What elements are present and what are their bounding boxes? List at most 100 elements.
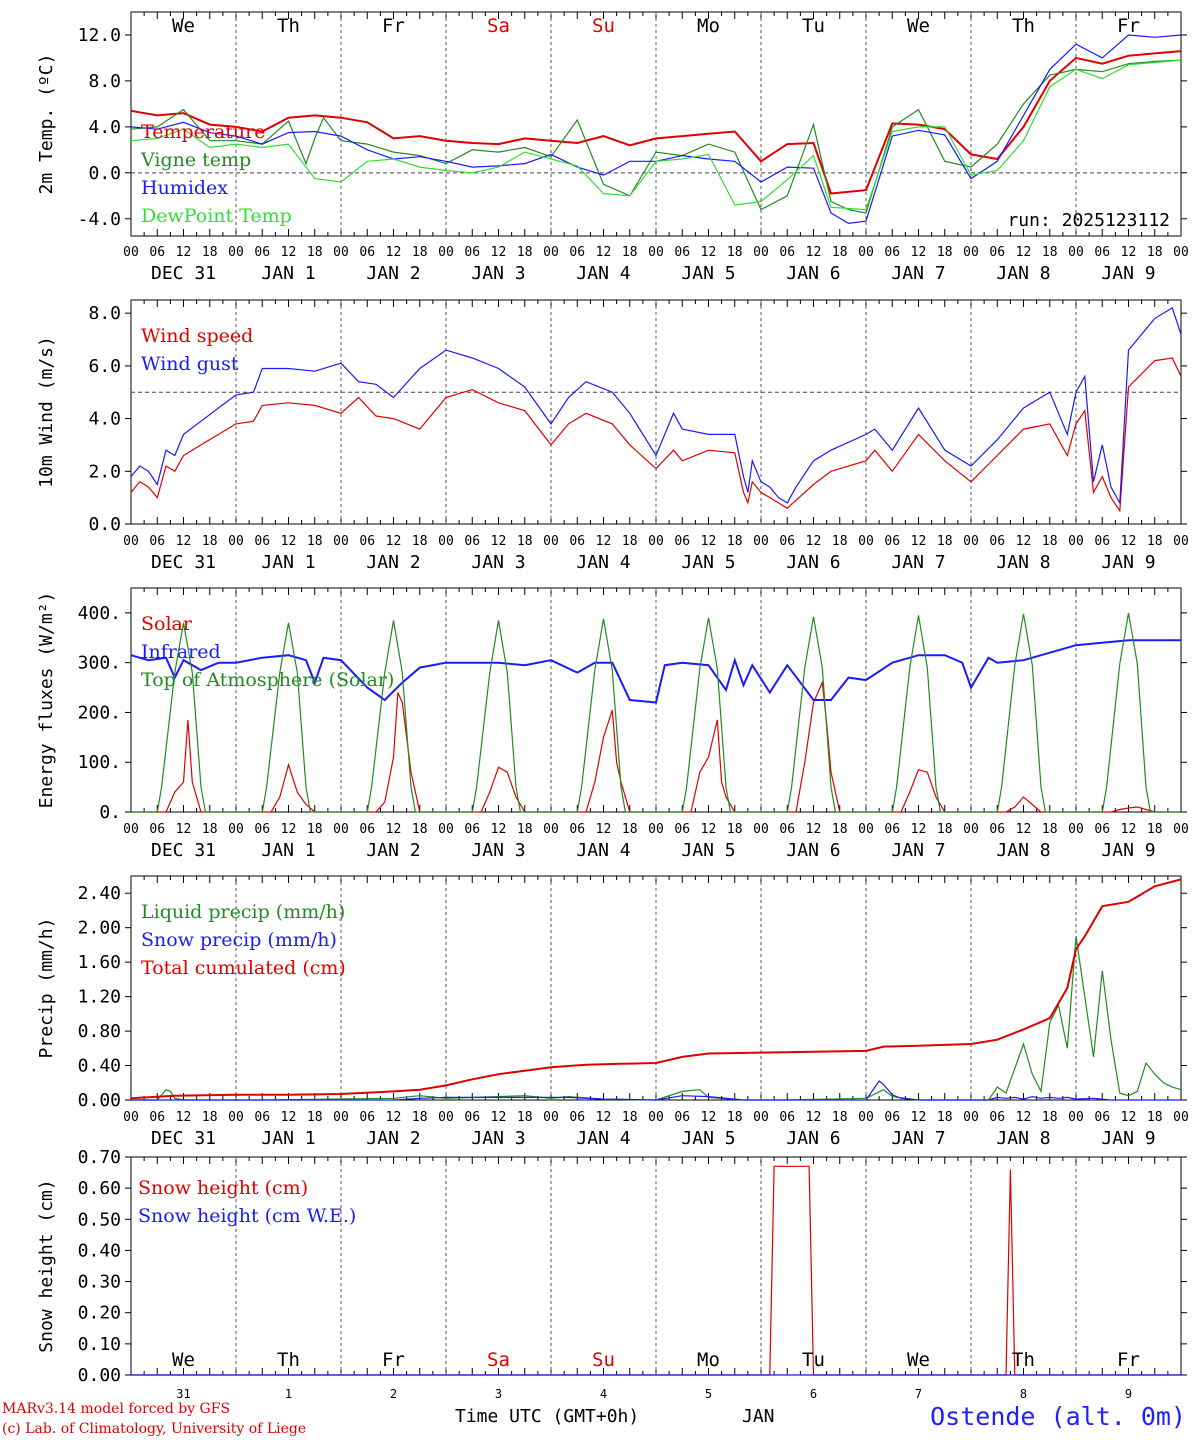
hour-tick-label: 06 <box>989 822 1005 837</box>
hour-tick-label: 18 <box>937 534 953 549</box>
hour-tick-label: 00 <box>648 822 664 837</box>
hour-tick-label: 12 <box>176 534 192 549</box>
weekday-label: Sa <box>487 15 510 37</box>
hour-tick-label: 12 <box>491 1110 507 1125</box>
hour-tick-label: 06 <box>884 245 900 260</box>
day-label: JAN 4 <box>576 1128 630 1149</box>
day-label: JAN 3 <box>471 1128 525 1149</box>
hour-tick-label: 12 <box>596 534 612 549</box>
hour-tick-label: 12 <box>596 822 612 837</box>
hour-tick-label: 18 <box>517 1110 533 1125</box>
hour-tick-label: 18 <box>832 534 848 549</box>
hour-tick-label: 06 <box>989 1110 1005 1125</box>
y-axis-label: 2m Temp. (ºC) <box>36 54 57 195</box>
day-label: DEC 31 <box>151 1128 216 1149</box>
series-humidex <box>130 34 1182 225</box>
hour-tick-label: 06 <box>254 534 270 549</box>
hour-tick-label: 18 <box>727 1110 743 1125</box>
hour-tick-label: 06 <box>1094 534 1110 549</box>
hour-tick-label: 00 <box>438 1110 454 1125</box>
hour-tick-label: 06 <box>674 822 690 837</box>
weekday-label: Su <box>592 15 615 37</box>
bottom-day-number: 1 <box>285 1387 292 1401</box>
bottom-weekday-label: Tu <box>802 1349 825 1371</box>
day-label: JAN 6 <box>786 552 840 573</box>
day-label: JAN 2 <box>366 840 420 861</box>
day-label: JAN 8 <box>996 1128 1050 1149</box>
hour-tick-label: 12 <box>701 534 717 549</box>
hour-tick-label: 18 <box>412 822 428 837</box>
legend-entry: Snow height (cm W.E.) <box>138 1205 356 1227</box>
hour-tick-label: 00 <box>543 245 559 260</box>
hour-tick-label: 06 <box>884 1110 900 1125</box>
hour-tick-label: 12 <box>281 534 297 549</box>
bottom-weekday-label: We <box>172 1349 195 1371</box>
hour-tick-label: 00 <box>438 822 454 837</box>
hour-tick-label: 06 <box>254 245 270 260</box>
y-tick-label: 100. <box>78 752 121 773</box>
series-temperature <box>130 50 1182 195</box>
day-label: JAN 4 <box>576 552 630 573</box>
hour-tick-label: 06 <box>464 245 480 260</box>
hour-tick-label: 00 <box>858 534 874 549</box>
hour-tick-label: 12 <box>1016 1110 1032 1125</box>
y-tick-label: 0.60 <box>78 1178 121 1199</box>
hour-tick-label: 12 <box>386 245 402 260</box>
bottom-weekday-label: We <box>907 1349 930 1371</box>
day-label: JAN 6 <box>786 263 840 284</box>
hour-tick-label: 00 <box>1068 245 1084 260</box>
y-tick-label: 8.0 <box>88 303 121 324</box>
weekday-label: Fr <box>1117 15 1140 37</box>
hour-tick-label: 06 <box>464 822 480 837</box>
legend-entry: Snow precip (mm/h) <box>141 929 337 951</box>
day-label: JAN 7 <box>891 840 945 861</box>
legend-entry: Top of Atmosphere (Solar) <box>141 669 394 691</box>
legend-entry: Solar <box>141 613 193 635</box>
station-name: Ostende (alt. 0m) <box>930 1402 1186 1431</box>
bottom-weekday-label: Th <box>277 1349 300 1371</box>
hour-tick-label: 18 <box>307 822 323 837</box>
panel-1 <box>125 11 1187 237</box>
bottom-day-number: 31 <box>176 1387 190 1401</box>
hour-tick-label: 00 <box>963 1110 979 1125</box>
legend-entry: Liquid precip (mm/h) <box>141 901 345 923</box>
hour-tick-label: 00 <box>1173 822 1189 837</box>
lab-credit: (c) Lab. of Climatology, University of L… <box>2 1421 307 1437</box>
hour-tick-label: 00 <box>333 534 349 549</box>
weekday-label: Mo <box>697 15 720 37</box>
hour-tick-label: 18 <box>307 245 323 260</box>
bottom-day-number: 2 <box>390 1387 397 1401</box>
hour-tick-label: 18 <box>202 534 218 549</box>
hour-tick-label: 12 <box>281 822 297 837</box>
hour-tick-label: 12 <box>701 822 717 837</box>
y-tick-label: 1.60 <box>78 952 121 973</box>
x-axis-title: Time UTC (GMT+0h) <box>455 1406 640 1427</box>
hour-tick-label: 18 <box>832 1110 848 1125</box>
hour-tick-label: 00 <box>438 245 454 260</box>
legend-entry: Wind speed <box>141 325 253 347</box>
hour-tick-label: 18 <box>202 245 218 260</box>
hour-tick-label: 00 <box>123 534 139 549</box>
hour-tick-label: 18 <box>1042 534 1058 549</box>
day-label: JAN 5 <box>681 263 735 284</box>
hour-tick-label: 18 <box>727 534 743 549</box>
hour-tick-label: 18 <box>832 822 848 837</box>
hour-tick-label: 12 <box>281 245 297 260</box>
hour-tick-label: 00 <box>1068 534 1084 549</box>
hour-tick-label: 18 <box>622 1110 638 1125</box>
hour-tick-label: 06 <box>464 534 480 549</box>
hour-tick-label: 00 <box>648 245 664 260</box>
bottom-day-number: 6 <box>810 1387 817 1401</box>
day-label: JAN 1 <box>261 1128 315 1149</box>
bottom-weekday-label: Fr <box>382 1349 405 1371</box>
y-tick-label: 2.00 <box>78 918 121 939</box>
y-tick-label: 8.0 <box>88 71 121 92</box>
y-tick-label: 0.70 <box>78 1147 121 1168</box>
hour-tick-label: 12 <box>911 822 927 837</box>
hour-tick-label: 12 <box>1121 245 1137 260</box>
day-label: JAN 9 <box>1101 1128 1155 1149</box>
series-snow-precip-mm-h- <box>131 1080 1181 1101</box>
panel-3 <box>125 587 1187 813</box>
series-infrared <box>130 639 1181 704</box>
hour-tick-label: 18 <box>307 1110 323 1125</box>
